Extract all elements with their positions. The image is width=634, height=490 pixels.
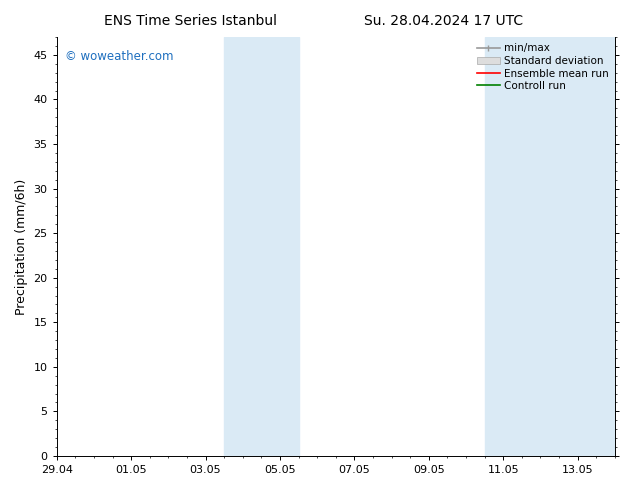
Text: © woweather.com: © woweather.com bbox=[65, 49, 174, 63]
Y-axis label: Precipitation (mm/6h): Precipitation (mm/6h) bbox=[15, 178, 28, 315]
Bar bbox=[484, 37, 615, 456]
Text: Su. 28.04.2024 17 UTC: Su. 28.04.2024 17 UTC bbox=[365, 14, 523, 28]
Bar bbox=[224, 37, 299, 456]
Text: ENS Time Series Istanbul: ENS Time Series Istanbul bbox=[104, 14, 276, 28]
Legend: min/max, Standard deviation, Ensemble mean run, Controll run: min/max, Standard deviation, Ensemble me… bbox=[472, 39, 612, 95]
